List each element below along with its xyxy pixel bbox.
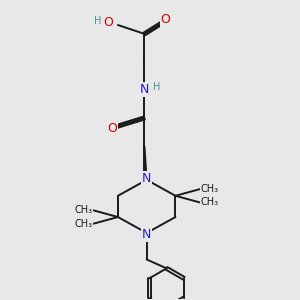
- Text: CH₃: CH₃: [75, 219, 93, 229]
- Text: H: H: [94, 16, 102, 26]
- Text: O: O: [103, 16, 113, 29]
- Text: CH₃: CH₃: [75, 206, 93, 215]
- Text: N: N: [142, 228, 152, 241]
- Text: H: H: [153, 82, 160, 92]
- Text: CH₃: CH₃: [201, 184, 219, 194]
- Text: N: N: [140, 83, 149, 96]
- Text: O: O: [160, 13, 170, 26]
- Text: CH₃: CH₃: [201, 197, 219, 207]
- Text: N: N: [142, 172, 152, 185]
- Text: O: O: [107, 122, 117, 136]
